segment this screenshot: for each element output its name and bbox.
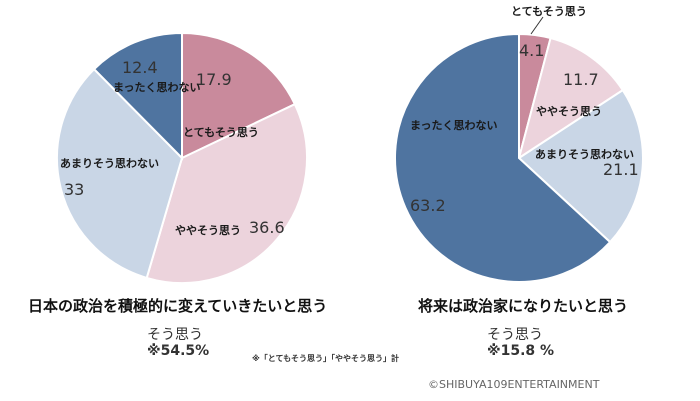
right-summary-label: そう思う — [487, 327, 543, 343]
left-label-3: まったく思わない — [113, 81, 201, 94]
right-value-2: 21.1 — [603, 160, 639, 179]
right-pie-slice-1 — [517, 36, 625, 161]
right-label-2: あまりそう思わない — [535, 148, 634, 161]
right-label-1: ややそう思う — [536, 105, 602, 118]
right-pie-slice-3 — [394, 32, 612, 283]
right-value-0: 4.1 — [519, 41, 545, 60]
right-label-0: とてもそう思う — [511, 5, 587, 18]
left-label-1: ややそう思う — [175, 224, 241, 237]
left-pie-slice-3 — [92, 31, 183, 161]
left-label-0: とてもそう思う — [183, 126, 259, 139]
copyright: ©SHIBUYA109ENTERTAINMENT — [428, 378, 600, 391]
left-value-3: 12.4 — [122, 58, 158, 77]
left-value-1: 36.6 — [249, 218, 285, 237]
left-chart-title: 日本の政治を積極的に変えていきたいと思う — [28, 297, 328, 315]
right-chart-title: 将来は政治家になりたいと思う — [418, 297, 629, 315]
left-pie-slice-1 — [145, 102, 308, 284]
left-summary-value: ※54.5% — [147, 343, 210, 359]
left-summary-label: そう思う — [147, 327, 203, 343]
left-pie-slice-0 — [181, 31, 297, 160]
right-value-3: 63.2 — [410, 196, 446, 215]
left-value-0: 17.9 — [196, 70, 232, 89]
left-pie-slice-2 — [56, 67, 184, 280]
left-value-2: 33 — [64, 180, 85, 199]
right-value-1: 11.7 — [563, 70, 599, 89]
right-label-3: まったく思わない — [410, 119, 498, 132]
right-pie-slice-2 — [517, 88, 644, 244]
footnote: ※「とてもそう思う」「ややそう思う」計 — [252, 354, 399, 363]
left-label-2: あまりそう思わない — [60, 157, 159, 170]
right-summary-value: ※15.8 % — [487, 343, 555, 359]
